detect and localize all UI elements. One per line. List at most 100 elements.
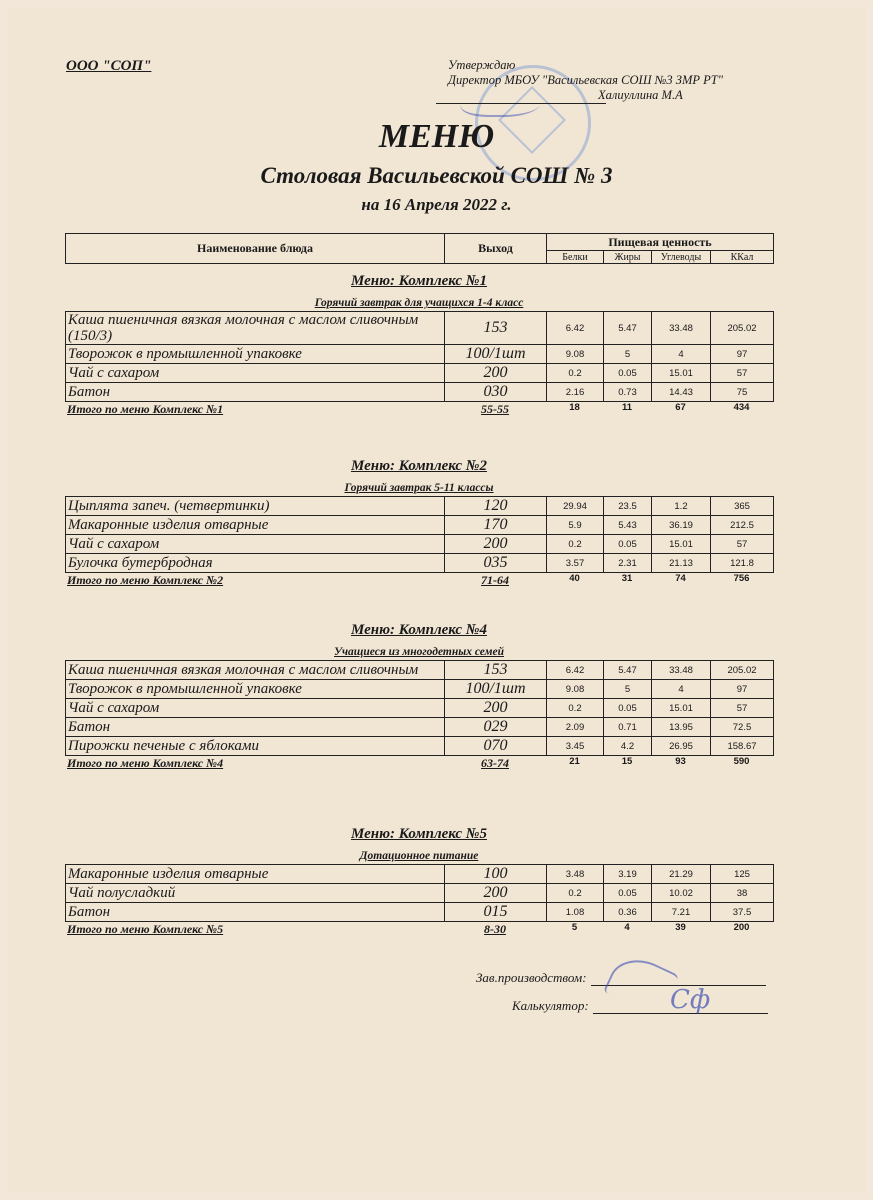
- total-price: 55-55: [481, 402, 509, 416]
- dish-proteins: 0.2: [546, 363, 604, 383]
- dish-kcal: 205.02: [710, 311, 774, 345]
- total-kcal: 434: [733, 402, 750, 413]
- total-label: Итого по меню Комплекс №2: [67, 573, 224, 587]
- dish-kcal: 57: [710, 363, 774, 383]
- table-row: Чай с сахаром 200 0.2 0.05 15.01 57: [65, 363, 774, 383]
- signature-line: [592, 1013, 768, 1014]
- dish-carbs: 36.19: [651, 515, 711, 535]
- dish-kcal: 72.5: [710, 717, 774, 737]
- total-row: Итого по меню Комплекс №1 55-55 18 11 67 43…: [65, 402, 773, 418]
- table-row: Макаронные изделия отварные 170 5.9 5.43 3…: [65, 515, 774, 535]
- total-price: 8-30: [484, 922, 506, 936]
- dish-yield: 153: [444, 311, 547, 345]
- dish-carbs: 15.01: [651, 363, 711, 383]
- dish-fats: 0.05: [603, 534, 652, 554]
- dish-name: Батон: [65, 382, 445, 402]
- dish-name: Каша пшеничная вязкая молочная с маслом …: [65, 660, 445, 680]
- dish-kcal: 365: [710, 496, 774, 516]
- dish-carbs: 14.43: [651, 382, 711, 402]
- dish-carbs: 4: [651, 344, 711, 364]
- total-kcal: 756: [733, 573, 750, 584]
- dish-proteins: 6.42: [546, 311, 604, 345]
- total-fats: 31: [621, 573, 633, 584]
- dish-proteins: 29.94: [546, 496, 604, 516]
- table-row: Чай с сахаром 200 0.2 0.05 15.01 57: [65, 534, 774, 554]
- dish-kcal: 121.8: [710, 553, 774, 573]
- total-price: 63-74: [481, 756, 509, 770]
- total-label: Итого по меню Комплекс №1: [67, 402, 224, 416]
- dish-carbs: 21.13: [651, 553, 711, 573]
- section-subtitle: Дотационное питание: [359, 850, 479, 862]
- menu-section: Меню: Комплекс №4 Учащиеся из многодетны…: [65, 619, 774, 772]
- dish-carbs: 4: [651, 679, 711, 699]
- total-row: Итого по меню Комплекс №2 71-64 40 31 74 75…: [65, 573, 773, 589]
- document-page: [8, 8, 865, 1192]
- dish-yield: 200: [444, 363, 547, 383]
- menu-section: Меню: Комплекс №5 Дотационное питание Ма…: [65, 823, 774, 938]
- total-price: 71-64: [481, 573, 509, 587]
- dish-proteins: 0.2: [546, 534, 604, 554]
- table-row: Творожок в промышленной упаковке 100/1шт…: [65, 344, 774, 364]
- dish-carbs: 7.21: [651, 902, 711, 922]
- total-carbs: 39: [675, 922, 686, 933]
- handwritten-signature: Сф: [670, 985, 711, 1015]
- section-title: Меню: Комплекс №1: [351, 273, 487, 289]
- dish-fats: 23.5: [603, 496, 652, 516]
- dish-carbs: 15.01: [651, 698, 711, 718]
- dish-table: Цыплята запеч. (четвертинки) 120 29.94 23…: [65, 496, 774, 573]
- dish-fats: 2.31: [603, 553, 652, 573]
- column-header-table: Наименование блюда Выход Пищевая ценност…: [65, 233, 774, 264]
- table-row: Пирожки печеные с яблоками 070 3.45 4.2 26…: [65, 736, 774, 756]
- table-row: Каша пшеничная вязкая молочная с маслом …: [65, 311, 774, 345]
- table-row: Батон 030 2.16 0.73 14.43 75: [65, 382, 774, 402]
- dish-carbs: 1.2: [651, 496, 711, 516]
- dish-proteins: 3.45: [546, 736, 604, 756]
- dish-yield: 030: [444, 382, 547, 402]
- dish-yield: 153: [444, 660, 547, 680]
- dish-carbs: 33.48: [651, 311, 711, 345]
- dish-fats: 5.47: [603, 660, 652, 680]
- dish-kcal: 97: [710, 344, 774, 364]
- dish-yield: 200: [444, 698, 547, 718]
- dish-fats: 0.05: [603, 363, 652, 383]
- dish-fats: 0.36: [603, 902, 652, 922]
- total-label: Итого по меню Комплекс №4: [67, 756, 224, 770]
- total-proteins: 40: [569, 573, 580, 584]
- total-proteins: 21: [569, 756, 580, 767]
- dish-proteins: 2.16: [546, 382, 604, 402]
- dish-proteins: 2.09: [546, 717, 604, 737]
- header-carbs: Углеводы: [651, 250, 711, 264]
- table-row: Чай с сахаром 200 0.2 0.05 15.01 57: [65, 698, 774, 718]
- header-fats: Жиры: [603, 250, 652, 264]
- dish-kcal: 125: [710, 864, 774, 884]
- signature-line: [436, 103, 606, 104]
- dish-table: Макаронные изделия отварные 100 3.48 3.19…: [65, 864, 774, 922]
- header-proteins: Белки: [546, 250, 604, 264]
- dish-proteins: 3.57: [546, 553, 604, 573]
- dish-table: Каша пшеничная вязкая молочная с маслом …: [65, 311, 774, 402]
- dish-proteins: 0.2: [546, 698, 604, 718]
- dish-yield: 100: [444, 864, 547, 884]
- dish-kcal: 57: [710, 534, 774, 554]
- dish-fats: 0.05: [603, 698, 652, 718]
- total-proteins: 18: [569, 402, 580, 413]
- table-row: Каша пшеничная вязкая молочная с маслом …: [65, 660, 774, 680]
- dish-carbs: 26.95: [651, 736, 711, 756]
- dish-name: Чай с сахаром: [65, 698, 445, 718]
- approve-position: Директор МБОУ "Васильевская СОШ №3 ЗМР Р…: [448, 73, 723, 87]
- total-label: Итого по меню Комплекс №5: [67, 922, 224, 936]
- dish-name: Батон: [65, 902, 445, 922]
- dish-yield: 100/1шт: [444, 344, 547, 364]
- dish-proteins: 0.2: [546, 883, 604, 903]
- dish-yield: 200: [444, 883, 547, 903]
- dish-yield: 070: [444, 736, 547, 756]
- dish-name: Пирожки печеные с яблоками: [65, 736, 445, 756]
- table-row: Чай полусладкий 200 0.2 0.05 10.02 38: [65, 883, 774, 903]
- dish-fats: 5: [603, 679, 652, 699]
- dish-fats: 0.05: [603, 883, 652, 903]
- dish-proteins: 9.08: [546, 679, 604, 699]
- header-kcal: ККал: [710, 250, 774, 264]
- dish-table: Каша пшеничная вязкая молочная с маслом …: [65, 660, 774, 756]
- dish-yield: 200: [444, 534, 547, 554]
- calculator-label: Калькулятор:: [512, 998, 589, 1013]
